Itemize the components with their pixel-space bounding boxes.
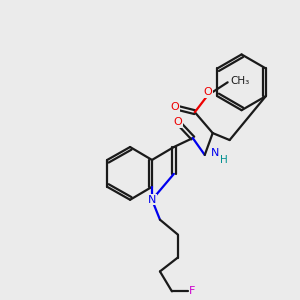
- Text: N: N: [211, 148, 219, 158]
- Text: O: O: [203, 87, 212, 97]
- Text: F: F: [189, 286, 196, 296]
- Text: O: O: [170, 102, 179, 112]
- Text: H: H: [220, 155, 228, 165]
- Text: CH₃: CH₃: [231, 76, 250, 86]
- Text: N: N: [148, 195, 156, 205]
- Text: O: O: [173, 117, 182, 127]
